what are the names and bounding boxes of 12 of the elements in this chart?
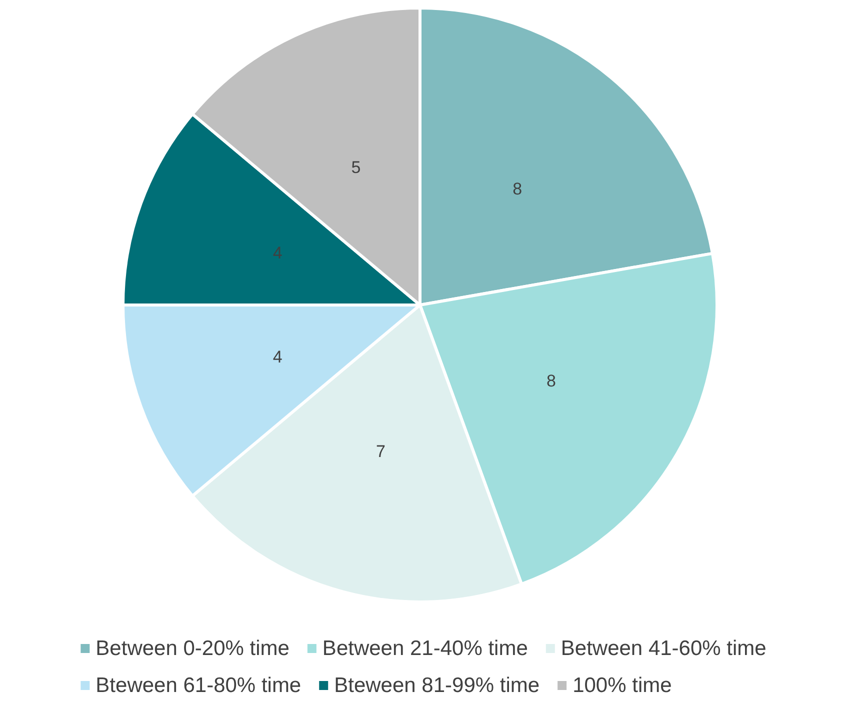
legend-label: Between 0-20% time — [96, 637, 290, 660]
data-label: 5 — [351, 158, 361, 178]
legend-label: Bteween 81-99% time — [334, 674, 540, 697]
data-label: 4 — [272, 244, 282, 263]
legend-label: Bteween 61-80% time — [96, 674, 302, 697]
data-label: 4 — [272, 347, 282, 366]
data-label: 7 — [376, 442, 386, 461]
data-label: 8 — [512, 179, 522, 198]
legend-label: Between 21-40% time — [322, 637, 528, 660]
legend-label: 100% time — [572, 674, 672, 697]
data-label: 8 — [546, 371, 556, 390]
legend-label: Between 41-60% time — [560, 637, 766, 660]
